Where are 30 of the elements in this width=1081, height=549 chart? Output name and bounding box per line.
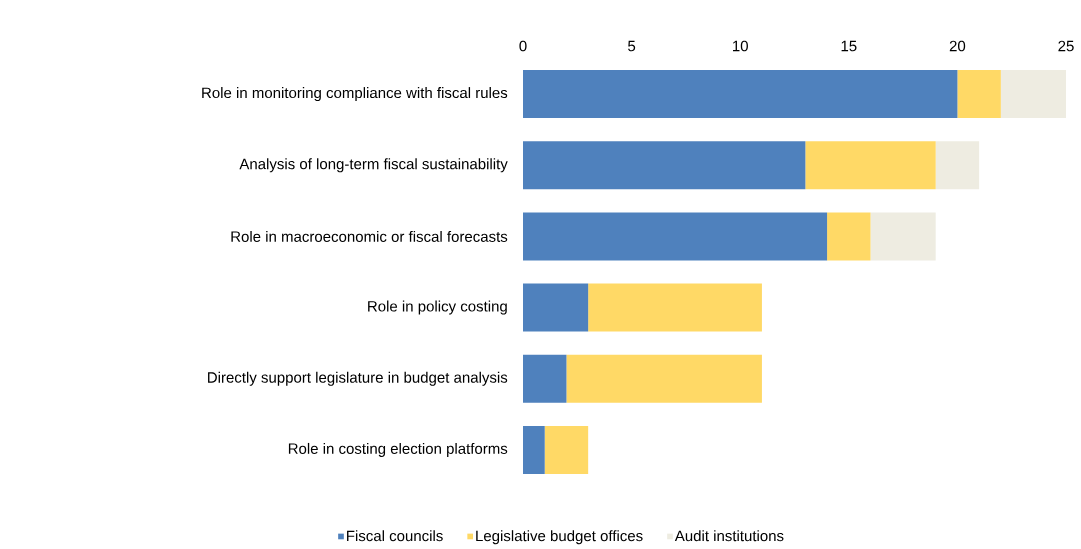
x-tick-label: 15 xyxy=(841,40,857,52)
y-tick-label: Role in policy costing xyxy=(368,300,507,315)
bar xyxy=(523,354,567,403)
legend-label: Legislative budget offices xyxy=(476,530,643,545)
bar xyxy=(523,70,958,119)
bar xyxy=(523,212,828,261)
bar xyxy=(523,141,806,190)
bar xyxy=(827,212,871,261)
y-tick-label: Role in macroeconomic or fiscal forecasts xyxy=(231,230,508,242)
bar xyxy=(805,141,936,190)
bar xyxy=(566,354,762,403)
y-tick-label: Analysis of long-term fiscal sustainability xyxy=(239,158,508,173)
x-tick-label: 0 xyxy=(519,40,527,52)
bar xyxy=(523,283,589,332)
x-tick-label: 5 xyxy=(628,40,636,52)
y-tick-label: Directly support legislature in budget analysis xyxy=(208,371,508,386)
bar xyxy=(1000,70,1067,119)
bar xyxy=(935,141,980,190)
bar xyxy=(588,283,762,332)
bar xyxy=(523,425,545,474)
x-tick-label: 25 xyxy=(1058,40,1074,52)
bar xyxy=(544,425,589,474)
x-tick-label: 20 xyxy=(949,40,966,52)
legend-label: Fiscal councils xyxy=(347,530,443,542)
legend-label: Audit institutions xyxy=(674,530,784,542)
bar xyxy=(870,212,936,261)
bar xyxy=(957,70,1001,119)
y-tick-label: Role in monitoring compliance with fiscal rules xyxy=(202,87,508,102)
x-tick-label: 10 xyxy=(733,40,748,52)
y-tick-label: Role in costing election platforms xyxy=(288,442,508,457)
